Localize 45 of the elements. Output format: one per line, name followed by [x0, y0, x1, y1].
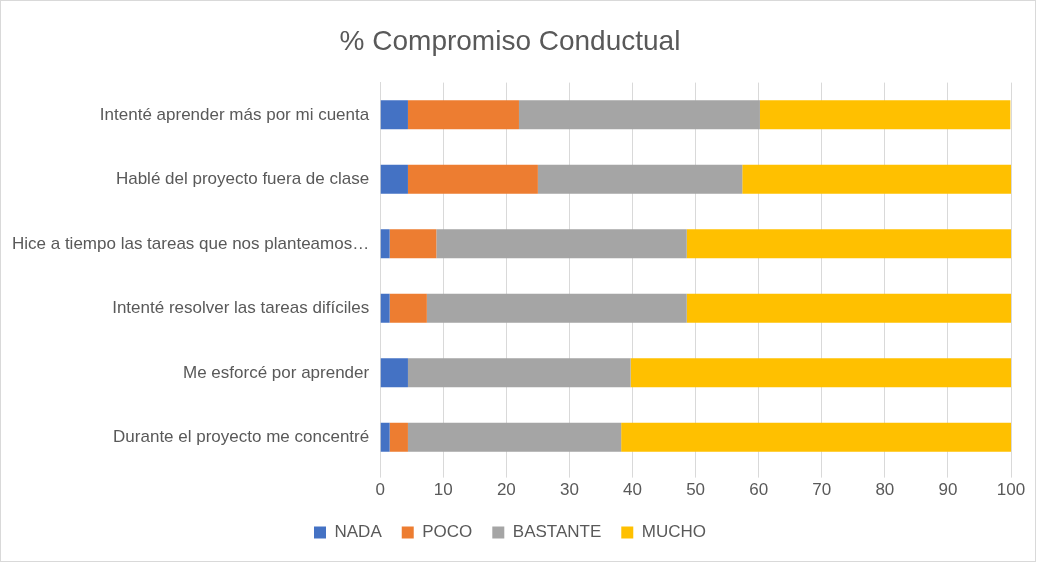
- bar: [686, 293, 1011, 323]
- bar: [380, 358, 408, 388]
- x-tick-label: 20: [496, 480, 516, 500]
- x-tick-label: 90: [938, 480, 958, 500]
- bar: [436, 229, 687, 259]
- bar: [630, 358, 1011, 388]
- bar: [380, 100, 408, 130]
- y-tick-label: Me esforcé por aprender: [183, 362, 370, 382]
- x-tick-label: 40: [623, 480, 642, 500]
- bar: [389, 422, 408, 452]
- bar: [426, 293, 687, 323]
- bar: [621, 422, 1011, 452]
- y-tick-label: Durante el proyecto me concentré: [113, 427, 370, 447]
- bar: [380, 164, 408, 194]
- x-tick-label: 0: [375, 480, 385, 500]
- y-tick-label: Intenté resolver las tareas difíciles: [112, 298, 370, 318]
- bar: [759, 100, 1011, 130]
- bar: [407, 164, 538, 194]
- bar: [407, 100, 519, 130]
- x-tick-label: 50: [686, 480, 706, 500]
- bar: [380, 422, 390, 452]
- y-tick-label: Hice a tiempo las tareas que nos planteamos…: [11, 233, 370, 253]
- legend-label: BASTANTE: [512, 522, 602, 542]
- y-tick-label: Hablé del proyecto fuera de clase: [115, 169, 370, 189]
- x-tick-label: 30: [559, 480, 579, 500]
- bar: [380, 293, 390, 323]
- x-tick-label: 60: [749, 480, 769, 500]
- bar: [389, 293, 427, 323]
- legend-label: MUCHO: [641, 522, 706, 542]
- x-tick-label: 80: [875, 480, 895, 500]
- x-tick-label: 100: [996, 480, 1026, 500]
- bar: [742, 164, 1011, 194]
- y-tick-label: Intenté aprender más por mi cuenta: [99, 104, 370, 124]
- legend-label: POCO: [422, 522, 473, 542]
- bar: [537, 164, 743, 194]
- bar: [389, 229, 437, 259]
- legend-label: NADA: [334, 522, 383, 542]
- bar: [380, 229, 390, 259]
- chart-title: % Compromiso Conductual: [339, 24, 681, 56]
- bar: [407, 422, 622, 452]
- x-tick-label: 10: [433, 480, 453, 500]
- bar: [518, 100, 760, 130]
- bar: [407, 358, 631, 388]
- x-tick-label: 70: [812, 480, 832, 500]
- bar: [686, 229, 1011, 259]
